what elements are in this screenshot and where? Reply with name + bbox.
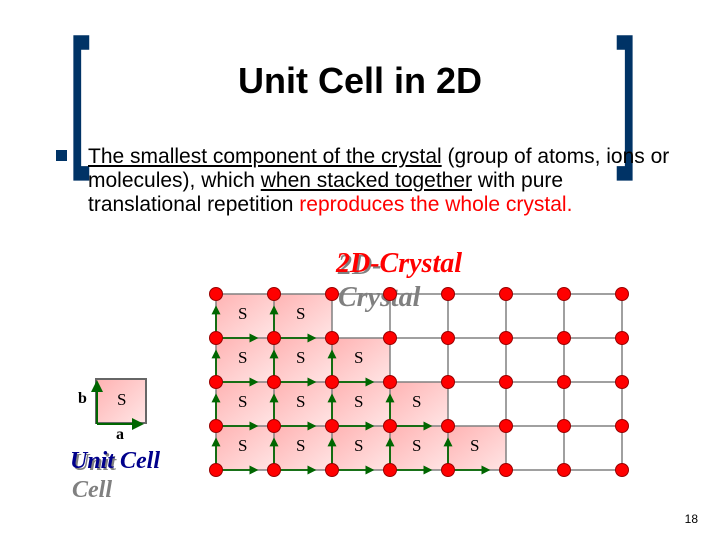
grid-s-label: S (296, 304, 305, 324)
body-text: The smallest component of the crystal (g… (88, 145, 678, 217)
page-number: 18 (685, 512, 698, 526)
grid-s-label: S (238, 348, 247, 368)
grid-s-label: S (412, 392, 421, 412)
grid-s-label: S (412, 436, 421, 456)
slide-title: Unit Cell in 2D (238, 60, 482, 102)
grid-s-label: S (238, 304, 247, 324)
grid-s-label: S (238, 436, 247, 456)
grid-s-label: S (470, 436, 479, 456)
label-unit-cell: Unit Cell Unit Cell (70, 448, 160, 475)
grid-s-label: S (354, 392, 363, 412)
axis-b: b (78, 390, 87, 408)
crystal-grid (200, 280, 640, 490)
left-bracket: [ (70, 17, 90, 173)
text-underline-1: The smallest component of the crystal (88, 145, 442, 168)
grid-s-label: S (296, 436, 305, 456)
grid-s-label: S (354, 436, 363, 456)
grid-s-label: S (296, 348, 305, 368)
text-underline-2: when stacked together (261, 169, 472, 192)
label-2d-crystal: 2D-Crystal 2D-Crystal (336, 248, 462, 280)
bullet-icon (56, 150, 67, 161)
grid-s-label: S (296, 392, 305, 412)
grid-s-label: S (238, 392, 247, 412)
axis-a: a (116, 426, 124, 444)
text-red: reproduces the whole crystal. (299, 193, 572, 216)
unit-cell-s: S (117, 390, 126, 410)
grid-s-label: S (354, 348, 363, 368)
